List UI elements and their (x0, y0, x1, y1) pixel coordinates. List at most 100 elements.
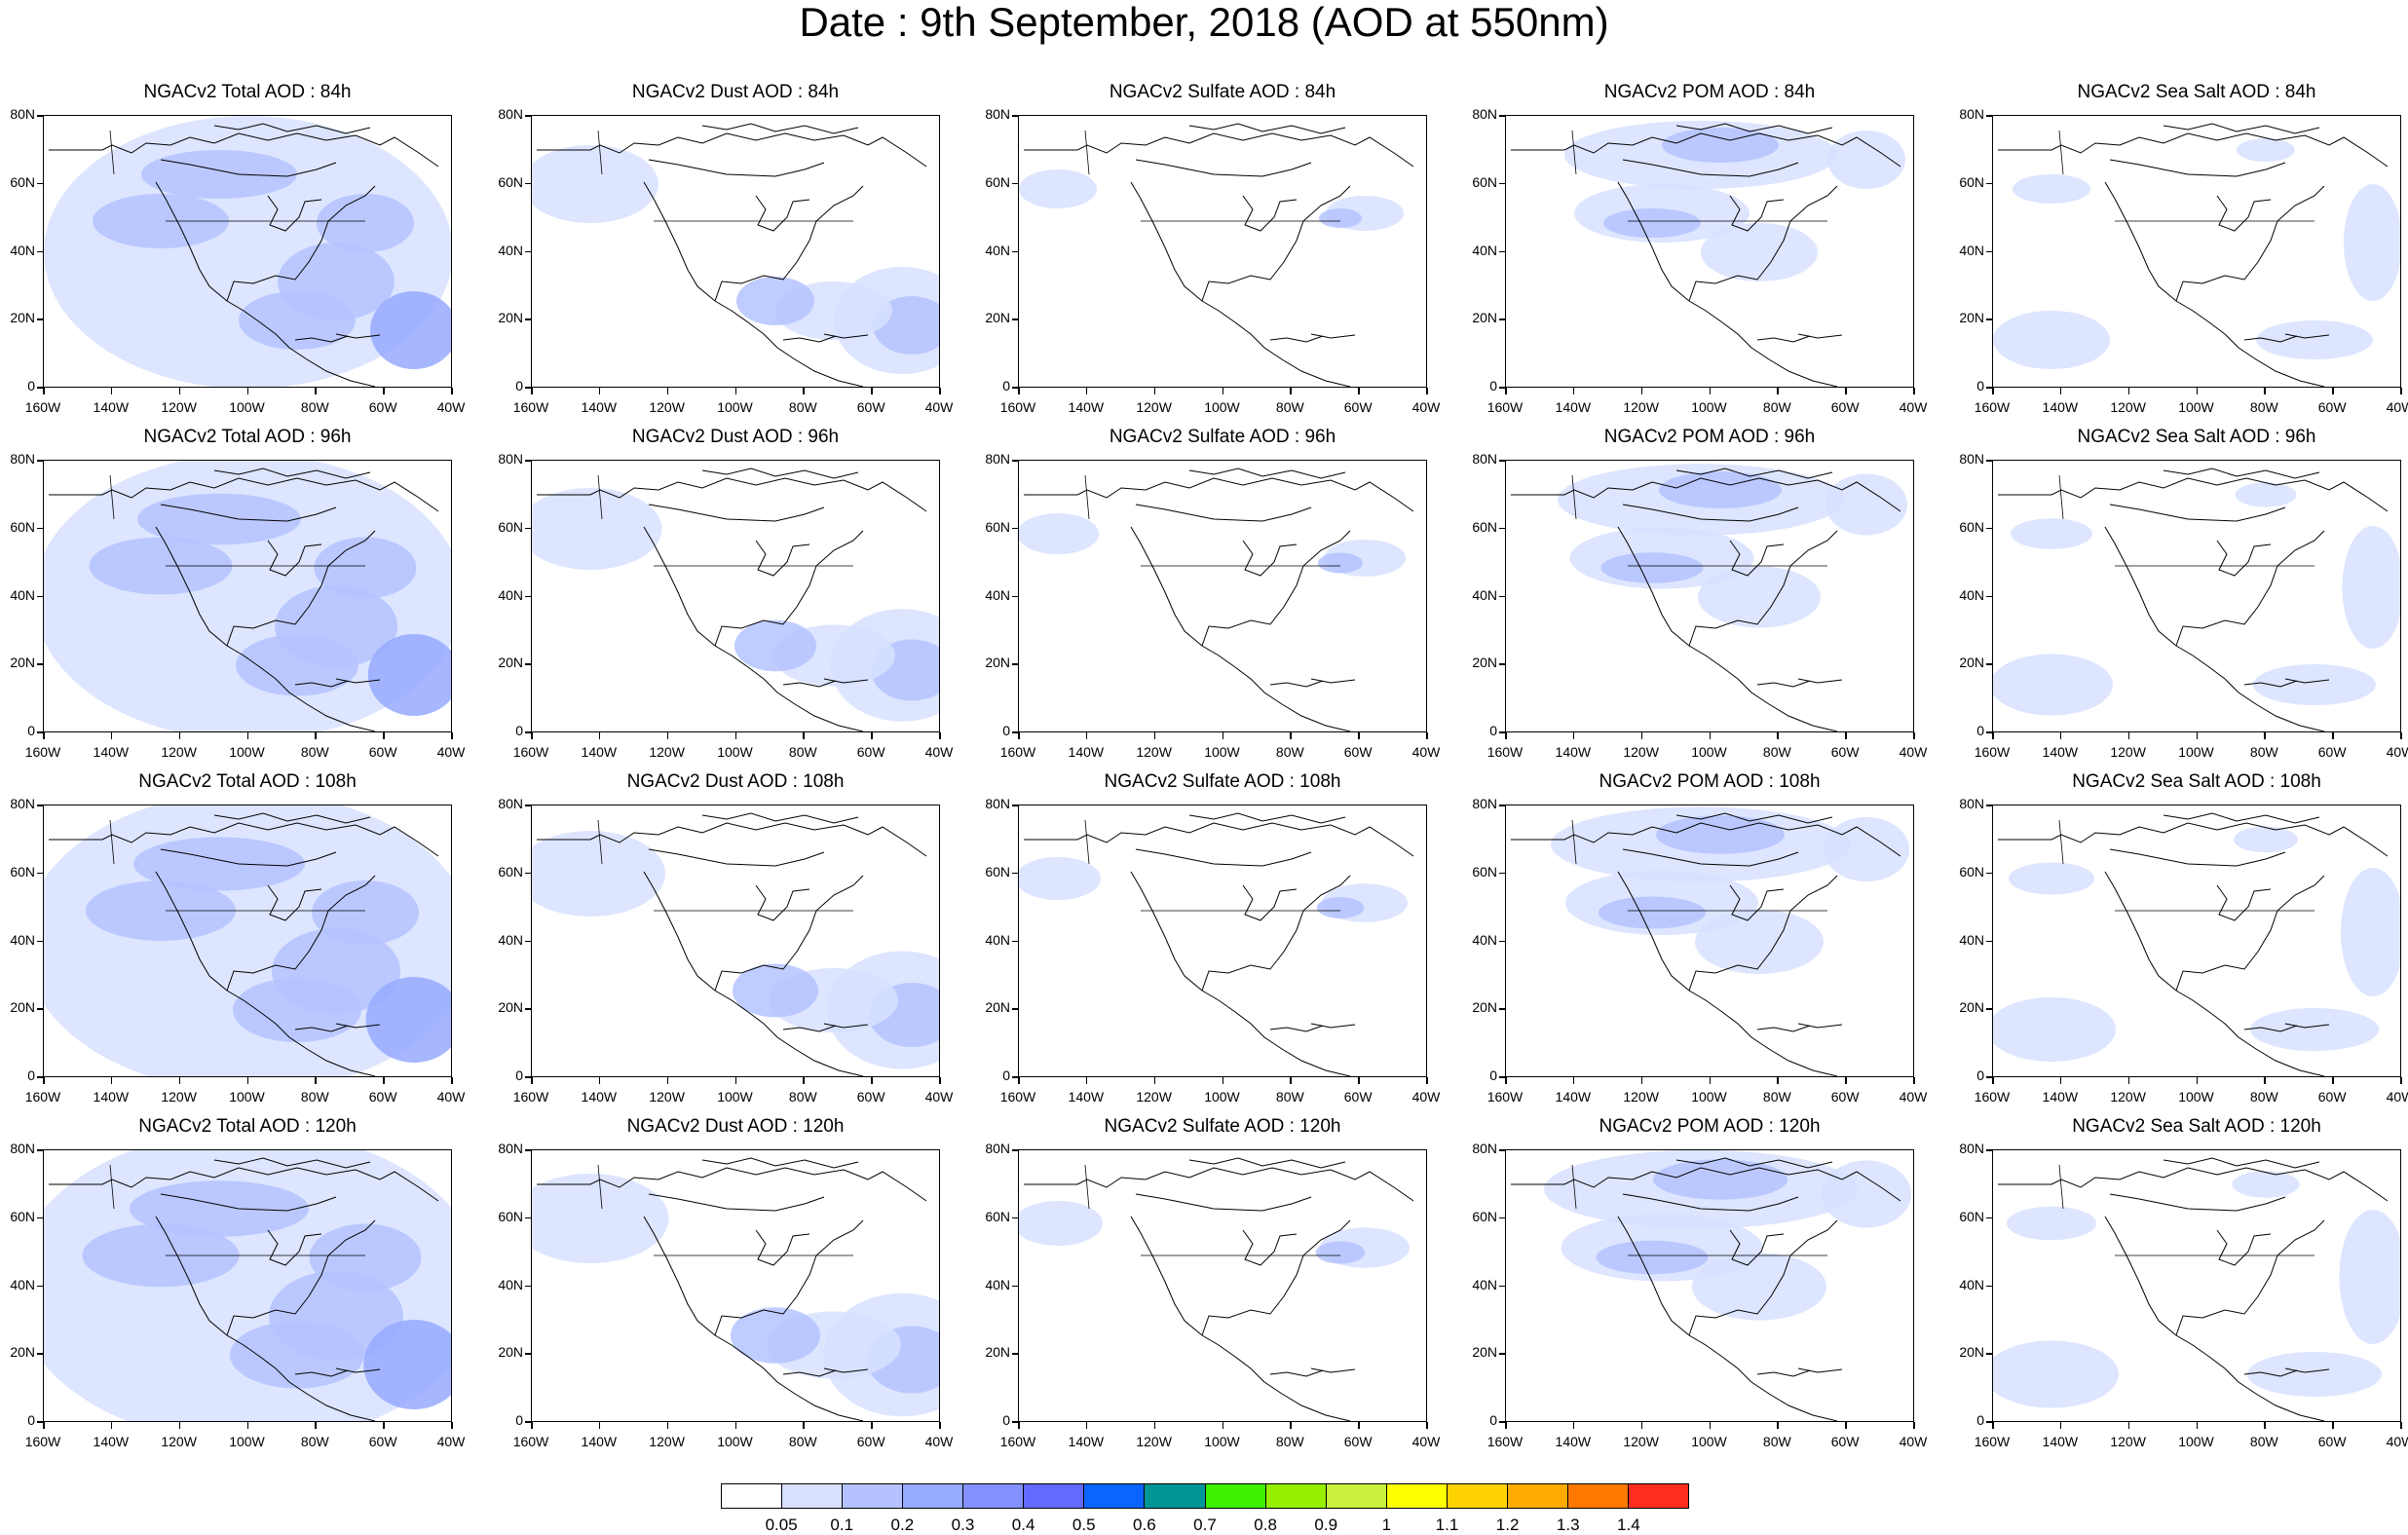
latitude-label: 20N (498, 310, 523, 326)
latitude-tick (1499, 805, 1505, 806)
latitude-tick (1012, 1217, 1018, 1219)
longitude-tick (1358, 1422, 1360, 1429)
aod-shading (230, 1321, 364, 1389)
longitude-label: 60W (2317, 1089, 2347, 1104)
coastline (2104, 871, 2325, 1076)
longitude-label: 80W (300, 1089, 329, 1104)
aod-shading (1653, 1159, 1787, 1200)
map-plot-area (1505, 115, 1914, 388)
latitude-label: 40N (498, 931, 523, 948)
aod-shading (1993, 311, 2110, 369)
aod-shading (1316, 897, 1365, 918)
latitude-tick (1986, 663, 1992, 665)
map-plot-area (1018, 115, 1427, 388)
longitude-label: 80W (1275, 744, 1304, 760)
longitude-label: 40W (2386, 1434, 2408, 1449)
panel-title: NGACv2 POM AOD : 96h (1603, 427, 1816, 447)
latitude-label: 0 (515, 1412, 523, 1428)
longitude-tick (1572, 1077, 1575, 1084)
latitude-label: 40N (985, 1276, 1010, 1292)
coastline (648, 159, 825, 177)
figure-title: Date : 9th September, 2018 (AOD at 550nm… (799, 0, 1609, 45)
coastline (160, 848, 337, 867)
coastline (1622, 504, 1799, 522)
latitude-tick (1499, 250, 1505, 252)
map-panel: NGACv2 POM AOD : 120h (1505, 1116, 1914, 1422)
longitude-label: 60W (368, 744, 397, 760)
panel-title: NGACv2 Sulfate AOD : 108h (1104, 771, 1341, 792)
longitude-tick (598, 1077, 601, 1084)
longitude-label: 40W (1899, 1089, 1928, 1104)
map-panel: NGACv2 POM AOD : 108h (1505, 771, 1914, 1077)
latitude-label: 20N (498, 655, 523, 671)
longitude-label: 160W (1974, 1089, 2011, 1104)
longitude-tick (178, 388, 181, 394)
map-plot-area (1018, 1149, 1427, 1422)
latitude-label: 60N (985, 173, 1010, 190)
coastline (155, 1216, 376, 1421)
longitude-tick (1290, 1077, 1292, 1084)
latitude-tick (1012, 1076, 1018, 1078)
longitude-tick (2400, 388, 2402, 394)
longitude-label: 80W (300, 399, 329, 415)
panel-title: NGACv2 POM AOD : 84h (1603, 82, 1816, 102)
longitude-label: 160W (1974, 399, 2011, 415)
aod-map (532, 812, 939, 1076)
country-border (2058, 1164, 2064, 1210)
latitude-label: 40N (1959, 1276, 1984, 1292)
panel-title: NGACv2 Sea Salt AOD : 108h (2072, 771, 2321, 792)
coastline (2243, 335, 2298, 343)
longitude-label: 80W (2249, 1434, 2278, 1449)
longitude-label: 100W (229, 1089, 265, 1104)
latitude-tick (525, 872, 531, 875)
longitude-tick (2059, 388, 2062, 394)
aod-shading (2232, 1171, 2300, 1198)
aod-shading (1692, 1253, 1826, 1321)
country-border (1571, 130, 1577, 175)
latitude-tick (1499, 872, 1505, 875)
coastline (1201, 875, 1351, 992)
coastline (714, 1219, 864, 1336)
latitude-tick (1012, 387, 1018, 389)
latitude-tick (1012, 250, 1018, 252)
latitude-tick (1499, 1149, 1505, 1151)
coastline (1617, 1216, 1838, 1421)
longitude-tick (2400, 1422, 2402, 1429)
longitude-label: 120W (2110, 744, 2146, 760)
latitude-label: 0 (27, 1412, 35, 1428)
aod-shading (2342, 526, 2400, 649)
aod-map (1511, 806, 1909, 1076)
map-panel: NGACv2 Sulfate AOD : 108h (1018, 771, 1427, 1077)
country-border (109, 130, 115, 175)
aod-map (1993, 812, 2400, 1076)
latitude-tick (1499, 940, 1505, 942)
map-plot-area (43, 460, 452, 732)
aod-map (1019, 1157, 1414, 1421)
longitude-label: 140W (93, 1434, 130, 1449)
latitude-label: 0 (27, 723, 35, 738)
longitude-tick (1505, 732, 1507, 739)
latitude-tick (1012, 940, 1018, 942)
aod-shading (736, 277, 814, 325)
colorbar-label: 1.3 (1556, 1516, 1580, 1534)
longitude-label: 40W (436, 1434, 466, 1449)
longitude-tick (939, 732, 941, 739)
map-plot-area (1018, 805, 1427, 1077)
coastline (1688, 875, 1838, 992)
longitude-tick (1640, 732, 1643, 739)
longitude-label: 160W (512, 399, 549, 415)
longitude-tick (110, 732, 113, 739)
coastline (782, 1369, 837, 1377)
longitude-label: 140W (581, 1434, 618, 1449)
aod-shading (2256, 320, 2373, 359)
longitude-tick (1018, 732, 1020, 739)
latitude-label: 20N (1959, 655, 1984, 671)
longitude-label: 140W (1068, 1089, 1105, 1104)
longitude-tick (666, 1422, 669, 1429)
latitude-label: 20N (498, 999, 523, 1016)
latitude-label: 60N (1472, 863, 1497, 880)
coastline (1756, 1025, 1811, 1032)
aod-map (1993, 123, 2400, 387)
longitude-tick (451, 1077, 453, 1084)
latitude-label: 20N (1959, 999, 1984, 1016)
